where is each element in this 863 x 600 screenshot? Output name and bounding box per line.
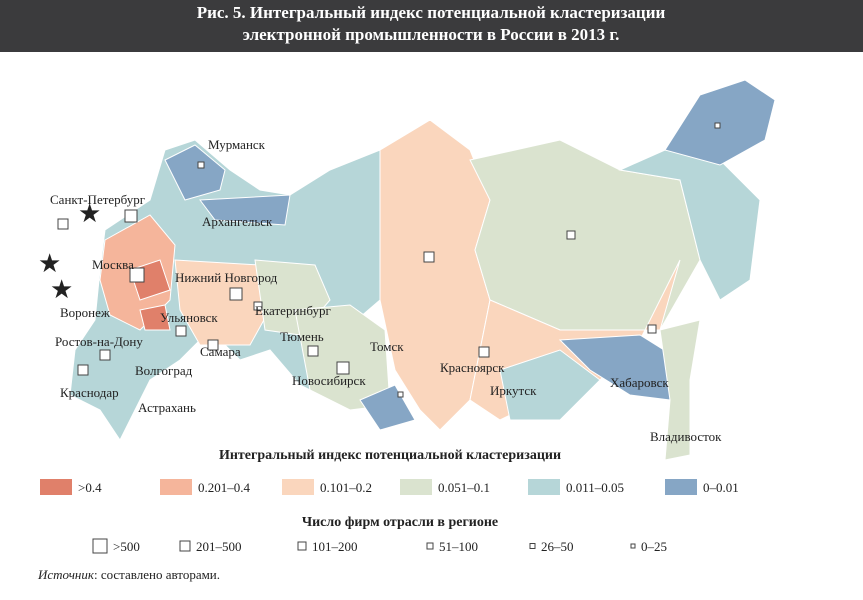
legend-label: 0–25 bbox=[641, 539, 667, 554]
legend-swatch bbox=[665, 479, 697, 495]
svg-text:★: ★ bbox=[50, 275, 73, 304]
map-markers bbox=[57, 122, 721, 398]
title: электронной промышленности в России в 20… bbox=[243, 25, 620, 44]
city-label: Хабаровск bbox=[610, 375, 669, 390]
legend-title: Число фирм отрасли в регионе bbox=[302, 515, 498, 530]
legend-marker bbox=[297, 541, 307, 551]
legend-label: 0–0.01 bbox=[703, 480, 739, 495]
legend-label: >500 bbox=[113, 539, 140, 554]
city-label: Красноярск bbox=[440, 360, 505, 375]
source-text: : составлено авторами. bbox=[94, 567, 220, 582]
city-label: Ростов-на-Дону bbox=[55, 334, 143, 349]
legend-marker bbox=[179, 540, 191, 552]
city-label: Тюмень bbox=[280, 329, 324, 344]
city-label: Екатеринбург bbox=[255, 303, 331, 318]
svg-text:★: ★ bbox=[38, 249, 61, 278]
legend-swatch bbox=[528, 479, 560, 495]
svg-text:★: ★ bbox=[78, 199, 101, 228]
city-label: Москва bbox=[92, 257, 134, 272]
city-label: Томск bbox=[370, 339, 404, 354]
city-label: Иркутск bbox=[490, 383, 537, 398]
legend-label: 0.051–0.1 bbox=[438, 480, 490, 495]
legend-marker bbox=[92, 538, 108, 554]
city-label: Архангельск bbox=[202, 214, 273, 229]
legend-label: 51–100 bbox=[439, 539, 478, 554]
city-label: Ульяновск bbox=[160, 310, 218, 325]
legend-label: 201–500 bbox=[196, 539, 242, 554]
legend: >0.4 0.201–0.4 0.101–0.2 0.051–0.1 0.011–0.0… bbox=[40, 479, 739, 495]
legend-title: Интегральный индекс потенциальной класте… bbox=[219, 448, 561, 463]
legend-label: 0.011–0.05 bbox=[566, 480, 624, 495]
city-labels: Мурманск Санкт-Петербург Архангельск Мос… bbox=[50, 137, 722, 444]
title: Рис. 5. Интегральный индекс потенциально… bbox=[197, 3, 666, 22]
city-label: Владивосток bbox=[650, 429, 722, 444]
legend-swatch bbox=[282, 479, 314, 495]
legend-label: 0.101–0.2 bbox=[320, 480, 372, 495]
legend-label: 0.201–0.4 bbox=[198, 480, 251, 495]
source-label: Источник bbox=[37, 567, 95, 582]
city-label: Санкт-Петербург bbox=[50, 192, 145, 207]
city-label: Краснодар bbox=[60, 385, 119, 400]
map-stars: ★★★ bbox=[38, 199, 101, 304]
city-label: Нижний Новгород bbox=[175, 270, 278, 285]
legend-marker bbox=[529, 543, 536, 549]
city-label: Астрахань bbox=[138, 400, 196, 415]
legend-marker bbox=[426, 542, 434, 550]
legend-marker bbox=[630, 543, 636, 549]
legend: >500 201–500 101–200 51–100 26–50 0–25 bbox=[92, 538, 667, 554]
legend-swatch bbox=[160, 479, 192, 495]
legend-label: >0.4 bbox=[78, 480, 102, 495]
city-label: Новосибирск bbox=[292, 373, 366, 388]
city-label: Мурманск bbox=[208, 137, 266, 152]
header-bar bbox=[0, 0, 863, 52]
city-label: Волгоград bbox=[135, 363, 193, 378]
legend-swatch bbox=[40, 479, 72, 495]
source: Источник: составлено авторами. bbox=[37, 567, 220, 582]
city-label: Самара bbox=[200, 344, 241, 359]
legend-label: 101–200 bbox=[312, 539, 358, 554]
city-label: Воронеж bbox=[60, 305, 111, 320]
legend-swatch bbox=[400, 479, 432, 495]
legend-label: 26–50 bbox=[541, 539, 574, 554]
